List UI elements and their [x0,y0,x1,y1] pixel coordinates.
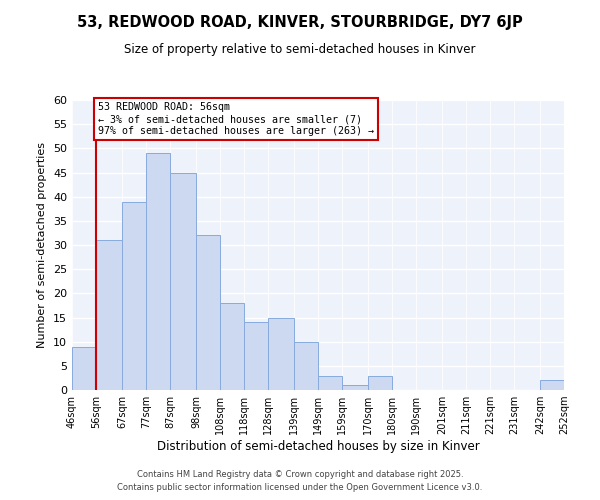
Bar [146,153,170,390]
Bar [196,236,220,390]
Bar [540,380,564,390]
Bar [244,322,268,390]
Text: 53 REDWOOD ROAD: 56sqm
← 3% of semi-detached houses are smaller (7)
97% of semi-: 53 REDWOOD ROAD: 56sqm ← 3% of semi-deta… [98,102,374,136]
Y-axis label: Number of semi-detached properties: Number of semi-detached properties [37,142,47,348]
Bar [72,346,96,390]
Bar [122,202,146,390]
X-axis label: Distribution of semi-detached houses by size in Kinver: Distribution of semi-detached houses by … [157,440,479,453]
Bar [220,303,244,390]
Bar [268,318,294,390]
Text: Contains HM Land Registry data © Crown copyright and database right 2025.
Contai: Contains HM Land Registry data © Crown c… [118,470,482,492]
Text: Size of property relative to semi-detached houses in Kinver: Size of property relative to semi-detach… [124,42,476,56]
Bar [318,376,342,390]
Bar [294,342,318,390]
Bar [342,385,368,390]
Text: 53, REDWOOD ROAD, KINVER, STOURBRIDGE, DY7 6JP: 53, REDWOOD ROAD, KINVER, STOURBRIDGE, D… [77,15,523,30]
Bar [368,376,392,390]
Bar [170,172,196,390]
Bar [96,240,122,390]
